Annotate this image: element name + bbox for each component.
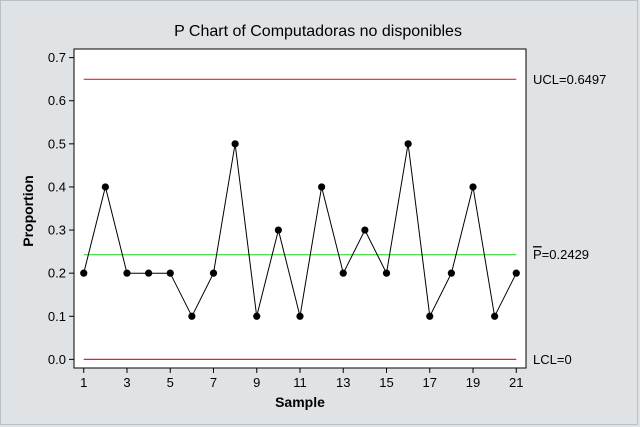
x-axis: 1 3 5 7 9 11 13 15 17 19 21 <box>80 368 524 390</box>
plot-area <box>73 48 527 369</box>
data-point <box>404 140 412 148</box>
data-point <box>339 269 347 277</box>
center-label-symbol: P <box>533 247 542 262</box>
data-point <box>491 312 499 320</box>
lcl-label: LCL=0 <box>533 352 572 367</box>
data-point <box>188 312 196 320</box>
x-tick-label: 19 <box>466 375 480 390</box>
y-tick-label: 0.3 <box>48 223 66 238</box>
data-point <box>253 312 261 320</box>
data-point <box>447 269 455 277</box>
center-label: P=0.2429 <box>533 247 589 262</box>
x-tick-label: 7 <box>210 375 217 390</box>
x-tick-label: 17 <box>423 375 437 390</box>
center-label-value: =0.2429 <box>542 247 589 262</box>
y-axis-label: Proportion <box>20 175 36 247</box>
data-point <box>209 269 218 277</box>
y-tick-label: 0.2 <box>48 266 66 281</box>
proportion-series <box>80 140 520 320</box>
data-point <box>80 269 88 277</box>
data-point <box>231 140 239 148</box>
data-point <box>382 269 391 277</box>
x-axis-label: Sample <box>275 394 325 410</box>
data-point <box>101 183 109 191</box>
data-point <box>145 269 153 277</box>
ucl-label: UCL=0.6497 <box>533 72 606 87</box>
data-point <box>318 183 326 191</box>
data-point <box>426 312 434 320</box>
chart-title: P Chart of Computadoras no disponibles <box>174 23 462 40</box>
y-tick-label: 0.1 <box>48 309 66 324</box>
data-point <box>296 312 304 320</box>
data-point <box>123 269 131 277</box>
data-point <box>361 226 369 234</box>
y-tick-label: 0.7 <box>48 50 66 65</box>
x-tick-label: 13 <box>336 375 350 390</box>
control-limit-labels: UCL=0.6497 P=0.2429 LCL=0 <box>533 72 606 367</box>
x-tick-label: 5 <box>167 375 174 390</box>
data-point <box>469 183 477 191</box>
x-tick-label: 1 <box>80 375 87 390</box>
y-tick-label: 0.5 <box>48 136 66 151</box>
x-tick-label: 11 <box>293 375 307 390</box>
x-tick-label: 3 <box>123 375 130 390</box>
x-tick-label: 15 <box>379 375 393 390</box>
y-tick-label: 0.6 <box>48 93 66 108</box>
data-point <box>166 269 174 277</box>
data-point <box>512 269 520 277</box>
x-tick-label: 21 <box>509 375 523 390</box>
y-tick-label: 0.0 <box>48 352 66 367</box>
y-tick-label: 0.4 <box>48 179 66 194</box>
y-axis: 0.0 0.1 0.2 0.3 0.4 0.5 0.6 0.7 <box>48 50 74 367</box>
x-tick-label: 9 <box>253 375 260 390</box>
data-point <box>274 226 282 234</box>
control-limits <box>83 78 517 360</box>
